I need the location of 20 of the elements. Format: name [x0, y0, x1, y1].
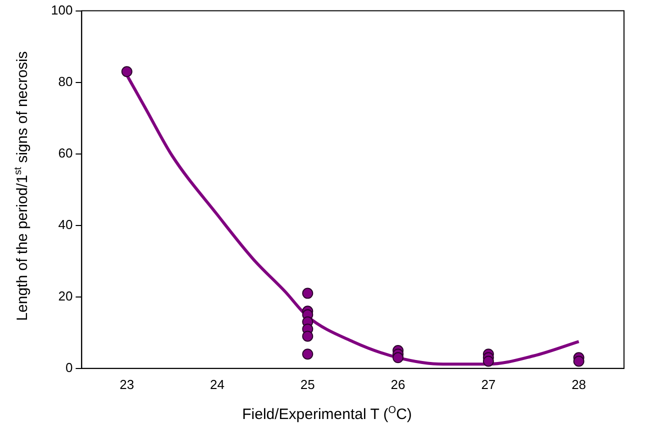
y-tick-label: 60 [58, 145, 73, 160]
x-tick-label: 25 [300, 376, 315, 392]
point [302, 348, 314, 360]
y-tick-label: 0 [65, 360, 73, 375]
point [302, 288, 314, 299]
x-tick-label: 27 [481, 376, 496, 392]
x-tick-label: 26 [390, 376, 406, 392]
y-tick-label: 20 [58, 288, 73, 304]
point [573, 356, 584, 367]
point [482, 356, 494, 367]
x-tick-label: 24 [210, 376, 224, 392]
point [392, 352, 404, 364]
x-tick-label: 28 [572, 376, 586, 392]
point [121, 66, 132, 78]
y-tick-label: 80 [58, 74, 73, 89]
point [302, 330, 314, 342]
x-tick-label: 23 [120, 376, 134, 392]
y-tick-label: 40 [58, 216, 73, 232]
y-tick-label: 100 [50, 2, 73, 18]
x-axis-title: Field/Experimental T ($^{O}$C) [241, 405, 413, 423]
